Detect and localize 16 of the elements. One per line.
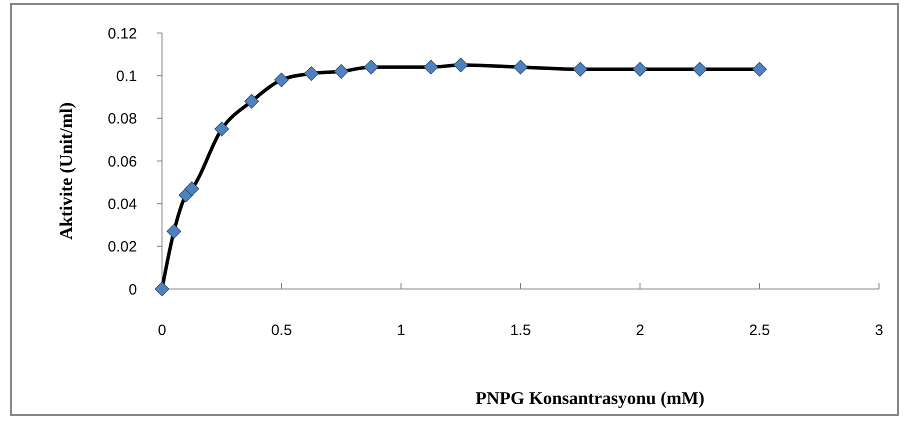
x-tick-label: 0.5 xyxy=(271,322,292,339)
y-tick-label: 0.02 xyxy=(108,238,137,256)
y-tick-label: 0.06 xyxy=(108,153,137,170)
y-axis-title: Aktivite (Unit/ml) xyxy=(56,102,76,240)
y-tick-label: 0.12 xyxy=(108,25,137,42)
x-tick-label: 3 xyxy=(874,322,884,339)
x-tick-label: 1 xyxy=(396,322,406,339)
y-tick-label: 0 xyxy=(128,281,137,298)
x-tick-label: 0 xyxy=(158,322,166,339)
x-tick-label: 1.5 xyxy=(510,322,531,339)
x-axis-title: PNPG Konsantrasyonu (mM) xyxy=(476,388,705,408)
y-tick-label: 0.04 xyxy=(108,196,137,213)
y-tick-label: 0.1 xyxy=(116,68,137,85)
x-tick-label: 2 xyxy=(636,322,644,339)
y-tick-label: 0.08 xyxy=(108,110,137,128)
x-tick-label: 2.5 xyxy=(749,322,770,339)
